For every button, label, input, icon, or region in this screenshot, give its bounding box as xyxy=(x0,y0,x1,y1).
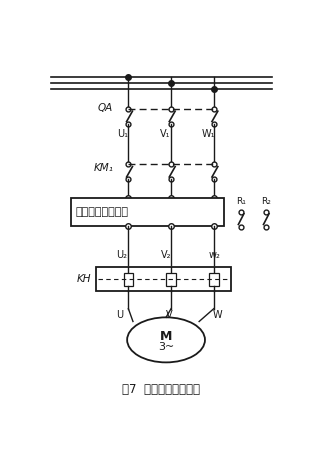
Text: QA: QA xyxy=(98,103,113,112)
Text: V₂: V₂ xyxy=(161,250,171,260)
Text: M: M xyxy=(160,330,172,343)
Text: R₁: R₁ xyxy=(237,197,246,206)
Text: w₂: w₂ xyxy=(209,250,221,260)
Bar xyxy=(166,273,176,286)
Text: V: V xyxy=(166,310,172,320)
Bar xyxy=(124,273,133,286)
Bar xyxy=(209,273,218,286)
Bar xyxy=(96,267,231,291)
Text: 电动机软启动装置: 电动机软启动装置 xyxy=(75,207,129,216)
Text: V₁: V₁ xyxy=(160,129,171,139)
Bar xyxy=(71,198,224,225)
Text: 图7  不带旁路的一次图: 图7 不带旁路的一次图 xyxy=(122,383,200,396)
Text: U₂: U₂ xyxy=(117,250,128,260)
Text: KM₁: KM₁ xyxy=(93,162,113,173)
Text: R₂: R₂ xyxy=(261,197,272,206)
Ellipse shape xyxy=(127,317,205,362)
Text: U₁: U₁ xyxy=(117,129,128,139)
Text: W: W xyxy=(213,310,222,320)
Text: KH: KH xyxy=(76,274,91,284)
Text: W₁: W₁ xyxy=(202,129,215,139)
Text: U: U xyxy=(116,310,123,320)
Text: 3~: 3~ xyxy=(158,342,174,352)
